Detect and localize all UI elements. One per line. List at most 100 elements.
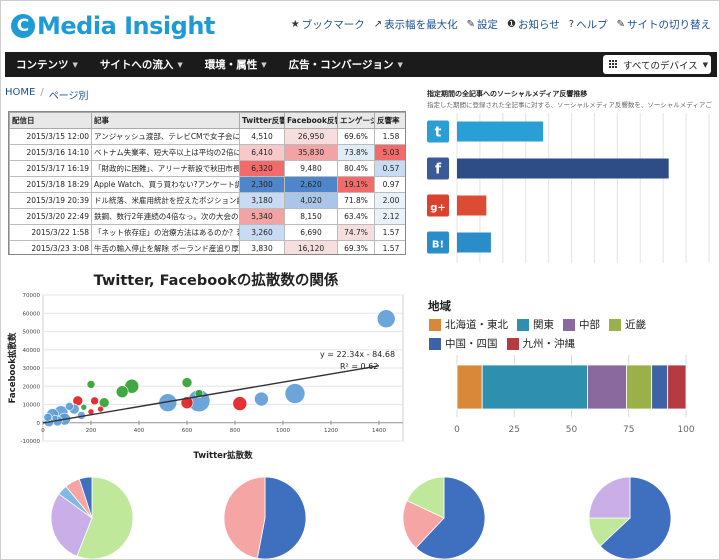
data-point[interactable]	[80, 403, 88, 411]
table-cell: 2015/3/23 3:08	[9, 240, 92, 254]
site-logo[interactable]: C Media Insight	[11, 11, 215, 41]
region-segment[interactable]	[667, 364, 687, 410]
data-point[interactable]	[115, 385, 129, 399]
region-segment[interactable]	[651, 364, 669, 410]
twitter-icon-glyph: t	[435, 125, 442, 141]
caret-down-icon: ▼	[72, 60, 78, 69]
table-cell: 2015/3/20 22:49	[9, 208, 92, 225]
pie-slice[interactable]	[588, 476, 631, 519]
bar-twitter[interactable]	[457, 121, 544, 142]
table-cell[interactable]: 鉄鋼、数行2年連続の4倍なっ。次の大会の見込み	[91, 208, 240, 225]
column-header[interactable]: 配信日	[9, 112, 92, 129]
nav-item-3[interactable]: 環境・属性 ▼	[194, 57, 278, 72]
legend-item[interactable]: 中国・四国	[429, 336, 498, 351]
pie-slice[interactable]	[50, 493, 93, 557]
data-point[interactable]	[181, 377, 193, 388]
twitter-icon	[427, 120, 449, 143]
y-tick-label: 40000	[23, 348, 41, 354]
x-tick-label: 25	[509, 425, 520, 435]
table-row[interactable]: 2015/3/16 14:10ベトナム失業率、短大卒以上は平均の2倍になっている…	[9, 144, 405, 161]
data-point[interactable]	[284, 383, 306, 404]
header-link-label: ヘルプ	[576, 19, 608, 31]
data-point[interactable]	[376, 309, 396, 329]
pie-slice[interactable]	[406, 476, 445, 519]
data-point[interactable]	[232, 396, 248, 411]
pie-slice[interactable]	[402, 500, 445, 549]
device-select[interactable]: すべてのデバイス ▼	[603, 55, 711, 74]
nav-item-4[interactable]: 広告・コンバージョン ▼	[278, 57, 414, 72]
header-link-news[interactable]: ❶ お知らせ	[507, 17, 560, 32]
nav-item-1[interactable]: コンテンツ ▼	[5, 57, 89, 72]
table-cell[interactable]: ベトナム失業率、短大卒以上は平均の2倍になっている	[91, 144, 240, 161]
table-cell: 35,830	[284, 144, 338, 161]
bar-hatena-bookmark[interactable]	[457, 232, 491, 253]
column-header[interactable]: 記事	[91, 112, 240, 129]
region-segment[interactable]	[481, 364, 588, 410]
legend-item[interactable]: 北海道・東北	[429, 317, 508, 332]
trendline-equation: y = 22.34x - 84.68	[320, 350, 395, 359]
pie-slice[interactable]	[76, 476, 134, 559]
table-cell: 2,620	[284, 176, 338, 193]
region-segment[interactable]	[456, 364, 483, 410]
pie-slice[interactable]	[223, 476, 266, 559]
table-row[interactable]: 2015/3/22 1:58「ネット依存症」の治療方法はあるのか？若者が3,26…	[9, 224, 405, 241]
header-link-switch-site[interactable]: ✎ サイトの切り替え	[617, 17, 711, 32]
table-cell[interactable]: 牛舌の輸入停止を解除 ポーランド産追り厚労省が	[91, 240, 240, 254]
table-cell[interactable]: Apple Watch、買う買わない?アンケート調査結果	[91, 176, 240, 193]
breadcrumb-home[interactable]: HOME	[5, 87, 36, 98]
data-point[interactable]	[86, 380, 96, 389]
social-chart-subtitle: 指定した期間に登録された全記事に対する、ソーシャルメディア反響数を、ソーシャルメ…	[427, 101, 713, 109]
table-cell: 5,340	[239, 208, 285, 225]
column-header[interactable]: 反響率	[374, 112, 405, 129]
data-point[interactable]	[254, 391, 269, 407]
social-bar-chart: 025,00050,00075,000100,000125,000150,000…	[427, 113, 710, 263]
legend-item[interactable]: 近畿	[609, 317, 646, 332]
google-plus-icon-glyph: g+	[430, 203, 446, 214]
data-point[interactable]	[43, 412, 53, 422]
bar-google-plus[interactable]	[457, 195, 487, 216]
header-link-settings[interactable]: ✎ 設定	[467, 17, 498, 32]
pie-slice[interactable]	[256, 476, 307, 559]
table-row[interactable]: 2015/3/19 20:39ドル統落、米雇用統計を控えたポジション調整で3,1…	[9, 192, 405, 209]
region-segment[interactable]	[626, 364, 653, 410]
header-link-help[interactable]: ? ヘルプ	[569, 17, 608, 32]
hatena-bookmark-icon-glyph: B!	[432, 240, 444, 251]
table-cell: 6,320	[239, 160, 285, 177]
table-cell: 2015/3/16 14:10	[9, 144, 92, 161]
table-row[interactable]: 2015/3/15 12:00アンジャッシュ渡部、テレビCMで女子会に参加する4…	[9, 128, 405, 145]
table-cell: 6,410	[239, 144, 285, 161]
table-row[interactable]: 2015/3/17 16:19「財政的に困難」、アリーナ新設で秋田市長が表明6,…	[9, 160, 405, 177]
bar-facebook[interactable]	[457, 158, 669, 179]
x-tick-label: 50	[566, 425, 578, 435]
region-segment[interactable]	[587, 364, 627, 410]
column-header[interactable]: Twitter反響	[239, 112, 285, 129]
data-point[interactable]	[90, 396, 99, 406]
table-row[interactable]: 2015/3/20 22:49鉄鋼、数行2年連続の4倍なっ。次の大会の見込み5,…	[9, 208, 405, 225]
table-cell[interactable]: 「財政的に困難」、アリーナ新設で秋田市長が表明	[91, 160, 240, 177]
data-point[interactable]	[98, 397, 110, 408]
pie-slice[interactable]	[599, 476, 672, 559]
data-point[interactable]	[180, 396, 194, 409]
data-point[interactable]	[65, 402, 74, 411]
header-link-maximize[interactable]: ↗ 表示幅を最大化	[374, 17, 458, 32]
table-cell[interactable]: 「ネット依存症」の治療方法はあるのか？若者が	[91, 224, 240, 241]
x-tick-label: 100	[677, 425, 694, 435]
pie-slice[interactable]	[415, 476, 486, 559]
logo-text: Media Insight	[37, 12, 215, 40]
column-header[interactable]: Facebook反響	[284, 112, 338, 129]
legend-item[interactable]: 関東	[517, 317, 554, 332]
legend-item[interactable]: 中部	[563, 317, 600, 332]
table-cell[interactable]: ドル統落、米雇用統計を控えたポジション調整で	[91, 192, 240, 209]
region-legend: 北海道・東北 関東 中部 近畿中国・四国 九州・沖縄	[429, 317, 719, 351]
x-tick-label: 1000	[276, 428, 290, 434]
table-cell: 2015/3/17 16:19	[9, 160, 92, 177]
data-point[interactable]	[97, 405, 104, 413]
pie-slice[interactable]	[78, 476, 93, 519]
header-link-bookmark[interactable]: ★ ブックマーク	[291, 17, 365, 32]
column-header[interactable]: エンゲージ	[337, 112, 375, 129]
legend-item[interactable]: 九州・沖縄	[506, 336, 575, 351]
table-cell[interactable]: アンジャッシュ渡部、テレビCMで女子会に参加する	[91, 128, 240, 145]
nav-item-2[interactable]: サイトへの流入 ▼	[89, 57, 194, 72]
